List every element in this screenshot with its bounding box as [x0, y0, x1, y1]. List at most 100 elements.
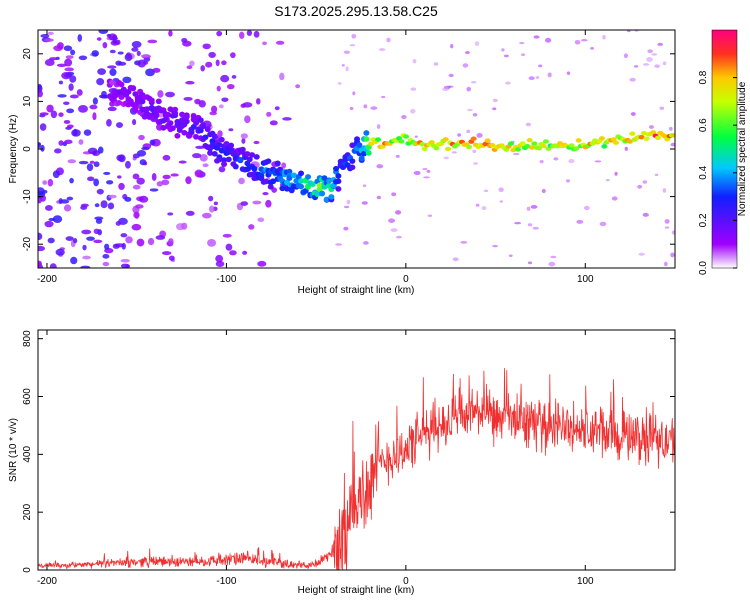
spectrogram-noise-cell: [670, 142, 675, 147]
spectrogram-noise-cell: [38, 245, 46, 252]
spectrogram-noise-cell: [343, 50, 351, 54]
spectrogram-noise-cell: [349, 44, 356, 47]
spectrogram-noise-cell: [352, 91, 356, 96]
spectrogram-noise-cell: [530, 205, 538, 209]
spectrogram-noise-cell: [390, 228, 398, 232]
spectrogram-ridge-cell: [524, 144, 531, 149]
spectrogram-noise-cell: [547, 72, 552, 78]
spectrogram-noise-cell: [162, 154, 171, 161]
spectrogram-ridge-cell: [363, 136, 370, 142]
spectrogram-noise-cell: [102, 261, 110, 267]
spectrogram-noise-cell: [539, 159, 544, 164]
spectrogram-noise-cell: [107, 65, 117, 69]
spectrogram-noise-cell: [40, 34, 50, 38]
spectrogram-noise-cell: [492, 245, 499, 248]
spectrogram-noise-cell: [255, 98, 261, 105]
spectrogram-noise-cell: [89, 104, 98, 110]
spectrogram-noise-cell: [46, 104, 54, 113]
spectrogram-noise-cell: [58, 140, 64, 146]
spectrogram-noise-cell: [151, 172, 157, 181]
spectrogram-noise-cell: [654, 64, 660, 68]
spectrogram-ridge-cell: [284, 186, 291, 192]
spectrogram-ridge-cell: [251, 166, 258, 172]
spectrogram-noise-cell: [269, 120, 278, 126]
spectrogram-noise-cell: [66, 108, 75, 114]
spectrogram-noise-cell: [664, 226, 670, 229]
spectrogram-ridge-cell: [211, 151, 218, 157]
spectrogram-noise-cell: [47, 178, 54, 187]
spectrogram-ridge-cell: [568, 143, 575, 148]
spectrogram-ridge-cell: [514, 147, 521, 152]
spectrogram-noise-cell: [370, 106, 378, 110]
spectrogram-ridge-cell: [319, 190, 326, 197]
spectrogram-noise-cell: [104, 243, 110, 250]
spectrogram-noise-cell: [117, 51, 124, 55]
spectrogram-ridge-cell: [610, 137, 617, 142]
spectrogram-noise-cell: [670, 252, 675, 258]
spectrogram-noise-cell: [98, 30, 109, 34]
spectrogram-noise-cell: [40, 194, 46, 202]
snr-line: [38, 368, 675, 570]
spectrogram-ridge-cell: [200, 123, 207, 130]
spectrogram-noise-cell: [228, 128, 234, 132]
spectrogram-ridge-cell: [291, 172, 298, 179]
spectrogram-noise-cell: [96, 188, 104, 195]
spectrogram-noise-cell: [122, 76, 132, 84]
spectrogram-noise-cell: [108, 194, 117, 199]
spectrogram-noise-cell: [162, 174, 171, 180]
spectrogram-ridge-cell: [165, 111, 172, 118]
spectrogram-ridge-cell: [358, 155, 365, 162]
spectrogram-noise-cell: [473, 162, 479, 165]
spectrogram-cells: [38, 30, 675, 268]
spectrogram-ridge-cell: [193, 134, 200, 140]
spectrogram-noise-cell: [80, 265, 91, 268]
spectrogram-ridge-cell: [221, 161, 228, 167]
spectrogram-ytick-label: 10: [22, 95, 33, 107]
spectrogram-noise-cell: [103, 171, 111, 175]
spectrogram-ridge-cell: [519, 141, 526, 146]
spectrogram-noise-cell: [218, 166, 226, 173]
colorbar-tick-label: 0.8: [698, 70, 709, 84]
spectrogram-ridge-cell: [265, 158, 272, 164]
spectrogram-noise-cell: [626, 30, 631, 33]
spectrogram-noise-cell: [178, 160, 187, 164]
spectrogram-noise-cell: [147, 237, 155, 246]
spectrogram-noise-cell: [427, 214, 433, 217]
spectrogram-ridge-cell: [626, 139, 633, 144]
spectrogram-noise-cell: [213, 201, 218, 206]
spectrogram-noise-cell: [136, 177, 145, 185]
spectrogram-ridge-cell: [316, 182, 323, 188]
spectrogram-noise-cell: [100, 200, 108, 209]
spectrogram-ridge-cell: [363, 130, 370, 136]
spectrogram-noise-cell: [132, 173, 140, 180]
spectrogram-ridge-cell: [286, 175, 293, 181]
spectrogram-noise-cell: [548, 261, 556, 267]
spectrogram-noise-cell: [345, 66, 349, 72]
spectrogram-ridge-cell: [298, 170, 305, 177]
spectrogram-noise-cell: [112, 243, 120, 249]
colorbar-tick-label: 0.2: [698, 213, 709, 227]
spectrogram-noise-cell: [138, 195, 149, 203]
spectrogram-noise-cell: [581, 39, 588, 42]
spectrogram-ridge-cell: [202, 134, 209, 141]
spectrogram-noise-cell: [668, 126, 673, 131]
spectrogram-noise-cell: [149, 139, 156, 146]
spectrogram-noise-cell: [131, 47, 139, 52]
spectrogram-ridge-cell: [118, 94, 125, 101]
spectrogram-noise-cell: [472, 149, 477, 154]
spectrogram-noise-cell: [257, 260, 267, 267]
spectrogram-noise-cell: [40, 144, 45, 152]
spectrogram-noise-cell: [395, 210, 402, 215]
spectrogram-ridge-cell: [379, 144, 386, 149]
spectrogram-ridge-cell: [144, 106, 151, 112]
spectrogram-noise-cell: [651, 53, 658, 56]
spectrogram-noise-cell: [664, 261, 668, 267]
spectrogram-ridge-cell: [356, 142, 363, 148]
spectrogram-noise-cell: [58, 80, 64, 85]
spectrogram-noise-cell: [583, 205, 590, 211]
spectrogram-noise-cell: [118, 182, 125, 191]
snr-xlabel: Height of straight line (km): [298, 585, 415, 596]
spectrogram-noise-cell: [637, 184, 643, 189]
spectrogram-noise-cell: [109, 68, 117, 76]
spectrogram-ridge-cell: [211, 133, 218, 140]
